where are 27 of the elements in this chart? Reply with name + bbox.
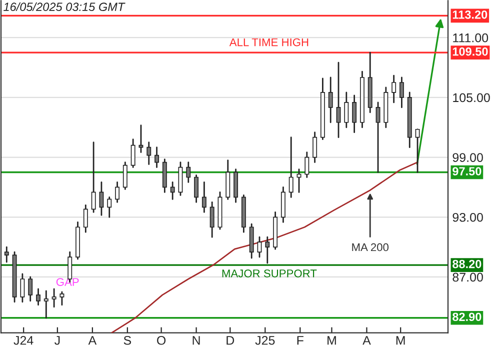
annotation: 88.20 [452,260,482,268]
annotation: GAP [56,278,79,286]
annotation: 82.90 [452,312,482,322]
x-tick-label: S [124,336,132,345]
y-tick-label: 105.00 [453,93,490,102]
annotation: 109.50 [452,47,488,56]
ref-line-label: ALL TIME HIGH [229,38,308,46]
y-tick-label: 93.00 [452,212,483,222]
x-tick-label: M [396,336,405,345]
annotation: 16/05/2025 03:15 GMT [4,2,126,12]
annotation: 97.50 [452,167,482,176]
annotation: MA 200 [352,243,389,252]
y-tick-label: 111.00 [453,33,488,42]
x-tick-label: N [192,336,200,345]
y-tick-label: 87.00 [452,272,483,282]
x-tick-label: O [157,336,166,345]
y-tick-label: 99.00 [452,153,483,162]
x-tick-label: A [88,336,97,345]
ref-line-label: MAJOR SUPPORT [222,269,317,278]
x-tick-label: J24 [14,336,34,345]
x-tick-label: M [328,336,336,345]
x-tick-label: A [362,336,371,345]
x-tick-label: D [226,336,234,345]
x-tick-label: F [297,336,304,345]
x-tick-label: J [54,336,60,345]
x-tick-label: J25 [255,336,275,345]
annotation: 113.20 [452,10,488,19]
